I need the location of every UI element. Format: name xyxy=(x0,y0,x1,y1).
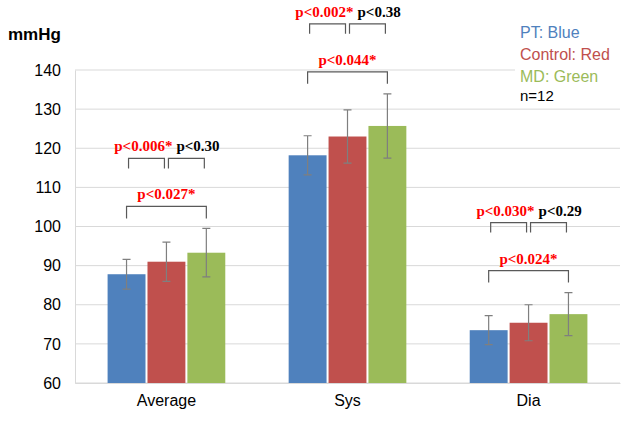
p-value: p<0.30 xyxy=(176,138,219,154)
legend-entry: Control: Red xyxy=(520,46,610,63)
grid xyxy=(75,70,620,383)
error-bars xyxy=(123,136,493,345)
x-axis: Average Sys Dia xyxy=(76,383,621,409)
chart: 60 70 80 90 100 110 120 130 140 Average Sys Dia p<0.… xyxy=(0,0,628,423)
annotations: p<0.006*p<0.30 p<0.027* p<0.002* p<0.38 p<0.… xyxy=(114,4,581,283)
p-value: p<0.29 xyxy=(539,203,582,219)
tick-label: 70 xyxy=(43,335,61,352)
tick-label: Dia xyxy=(517,392,541,409)
error-bar xyxy=(202,228,210,277)
error-bar xyxy=(485,316,493,345)
tick-label: 90 xyxy=(43,257,61,274)
significance-bracket xyxy=(491,223,527,233)
tick: 70 xyxy=(43,335,75,352)
error-bar xyxy=(344,110,352,163)
axis-line xyxy=(76,383,621,384)
bar xyxy=(108,274,146,383)
bar xyxy=(289,155,327,383)
tick-label: 140 xyxy=(34,62,61,79)
tick-label: 60 xyxy=(43,375,61,392)
p-value: p<0.027* xyxy=(137,186,195,202)
error-bars xyxy=(202,94,572,336)
y-axis-title: mmHg xyxy=(8,25,61,44)
significance-bracket xyxy=(350,24,386,34)
tick-label: Sys xyxy=(334,392,361,409)
tick: 60 xyxy=(43,375,75,392)
tick-label: Average xyxy=(137,392,196,409)
significance-bracket xyxy=(168,158,204,168)
p-value: p<0.024* xyxy=(499,251,557,267)
series xyxy=(187,126,587,383)
error-bar xyxy=(304,136,312,175)
p-value: p<0.006* xyxy=(114,138,172,154)
error-bar xyxy=(383,94,391,158)
plot-area xyxy=(108,94,588,383)
error-bars xyxy=(162,110,532,341)
tick-label: 80 xyxy=(43,296,61,313)
tick: 130 xyxy=(34,101,75,118)
error-bar xyxy=(123,259,131,289)
tick: 80 xyxy=(43,296,75,313)
tick-label: 110 xyxy=(35,179,61,196)
error-bar xyxy=(564,293,572,336)
tick: 90 xyxy=(43,257,75,274)
series xyxy=(108,155,508,383)
series xyxy=(147,137,547,383)
significance-bracket xyxy=(310,24,346,34)
significance-bracket xyxy=(129,158,165,168)
y-axis: 60 70 80 90 100 110 120 130 140 xyxy=(34,62,75,392)
significance-bracket xyxy=(531,223,567,233)
p-value: p<0.044* xyxy=(318,52,376,68)
p-value: p<0.002* xyxy=(295,4,353,20)
tick: 140 xyxy=(34,62,75,79)
error-bar xyxy=(525,305,533,341)
significance-bracket xyxy=(489,271,569,283)
bar xyxy=(329,137,367,383)
p-value: p<0.38 xyxy=(358,4,401,20)
error-bar xyxy=(162,242,170,281)
tick: Average xyxy=(137,383,196,409)
axis-line xyxy=(75,71,76,384)
tick: Sys xyxy=(334,383,361,409)
bar xyxy=(368,126,406,383)
legend-entry: PT: Blue xyxy=(520,24,580,41)
tick-label: 120 xyxy=(34,140,61,157)
legend: PT: Blue Control: Red MD: Green n=12 xyxy=(515,22,625,108)
tick-label: 130 xyxy=(34,101,61,118)
legend-background xyxy=(515,22,625,108)
significance-bracket xyxy=(127,206,207,218)
tick: Dia xyxy=(517,383,541,409)
tick: 120 xyxy=(34,140,75,157)
tick: 100 xyxy=(34,218,75,235)
legend-entry: MD: Green xyxy=(520,68,598,85)
p-value: p<0.030* xyxy=(476,203,534,219)
note: n=12 xyxy=(520,87,554,104)
tick-label: 100 xyxy=(34,218,61,235)
significance-bracket xyxy=(308,72,388,84)
tick: 110 xyxy=(35,179,75,196)
